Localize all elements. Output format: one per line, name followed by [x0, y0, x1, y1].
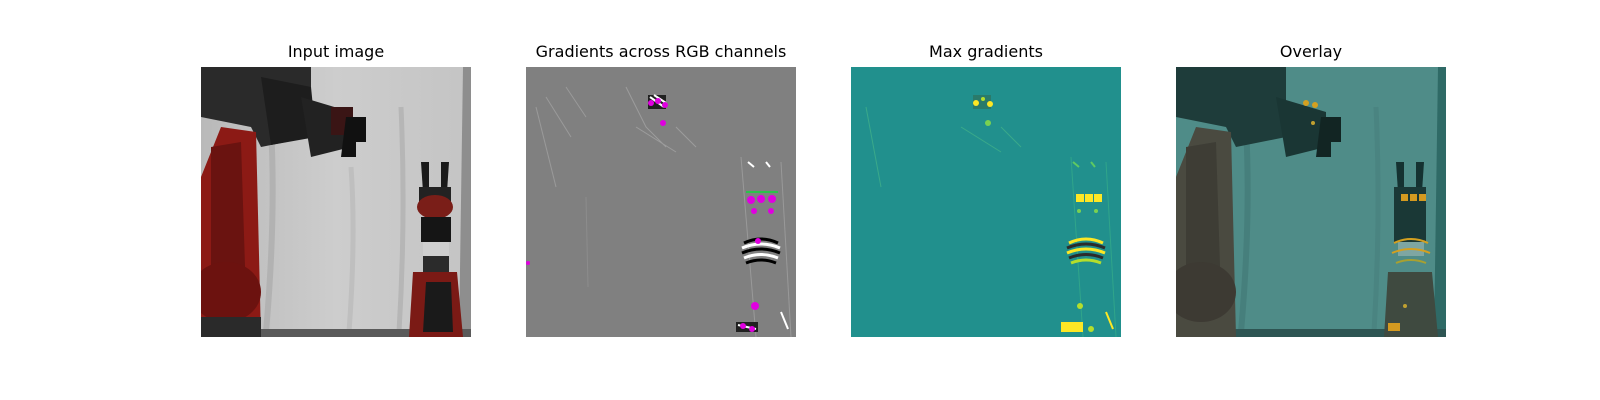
max-gradients-image	[851, 67, 1121, 337]
panel-title-input-image: Input image	[287, 42, 385, 61]
gradients-rgb-heatmap	[526, 67, 796, 337]
max-gradients-heatmap	[851, 67, 1121, 337]
panel-title-max-gradients: Max gradients	[929, 42, 1043, 61]
panel-title-overlay: Overlay	[1279, 42, 1343, 61]
input-image-photo	[201, 67, 471, 337]
gradients-rgb-image	[526, 67, 796, 337]
panel-title-gradients-rgb: Gradients across RGB channels	[535, 42, 787, 61]
overlay-composite	[1176, 67, 1446, 337]
overlay-image	[1176, 67, 1446, 337]
input-image	[201, 67, 471, 337]
